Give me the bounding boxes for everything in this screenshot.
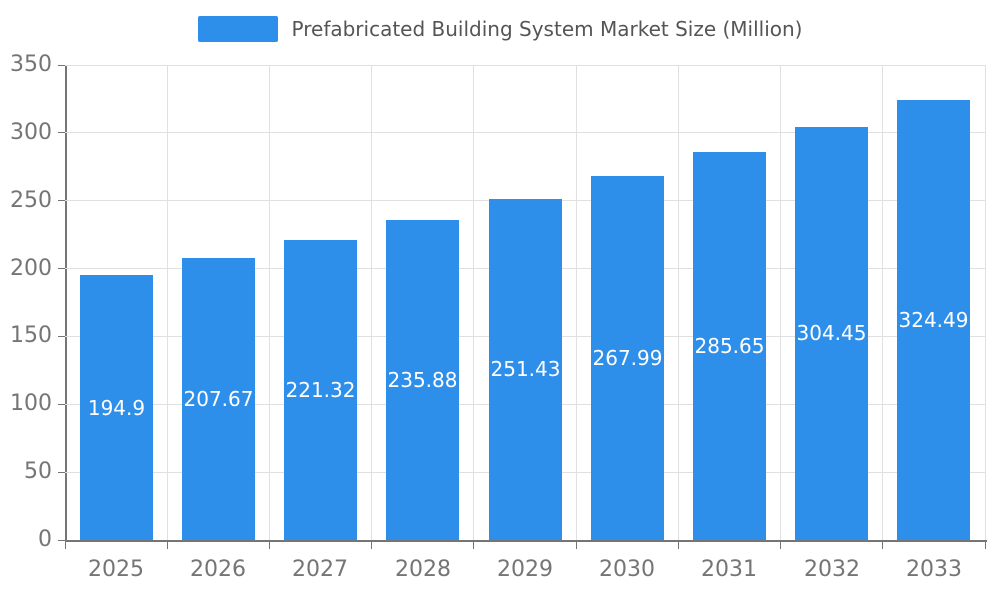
plot-area (65, 65, 987, 542)
y-axis-tick-label: 50 (24, 459, 52, 485)
x-axis-tick-label: 2026 (190, 557, 246, 582)
y-axis-tick-label: 150 (10, 323, 52, 349)
legend-label: Prefabricated Building System Market Siz… (291, 17, 803, 41)
y-axis-tick-label: 300 (10, 119, 52, 145)
x-axis-tick (268, 542, 270, 549)
x-axis-tick-label: 2027 (292, 557, 348, 582)
x-axis-tick (984, 542, 986, 549)
x-axis-tick (575, 542, 577, 549)
bar (80, 275, 153, 540)
x-axis-tick (166, 542, 168, 549)
y-axis-tick (58, 132, 65, 134)
v-gridline (473, 65, 475, 540)
v-gridline (575, 65, 577, 540)
bar (693, 152, 766, 540)
bar-value-label: 251.43 (490, 357, 561, 381)
bar-value-label: 285.65 (694, 334, 765, 358)
x-axis-tick (677, 542, 679, 549)
x-axis-tick-label: 2031 (701, 557, 757, 582)
y-axis-tick (58, 471, 65, 473)
bar (489, 199, 562, 540)
v-gridline (984, 65, 986, 540)
v-gridline (166, 65, 168, 540)
bar-value-label: 235.88 (387, 368, 458, 392)
x-axis-tick-label: 2030 (599, 557, 655, 582)
y-axis-tick-label: 100 (10, 391, 52, 417)
y-axis-tick (58, 335, 65, 337)
y-axis-tick-label: 250 (10, 187, 52, 213)
bar-value-label: 207.67 (183, 387, 254, 411)
bar-value-label: 221.32 (285, 378, 356, 402)
x-axis-tick (882, 542, 884, 549)
bar-value-label: 194.9 (87, 396, 146, 420)
x-axis-tick (371, 542, 373, 549)
v-gridline (371, 65, 373, 540)
y-axis-tick-label: 0 (38, 527, 52, 552)
bar (795, 127, 868, 540)
h-gridline (65, 132, 985, 134)
v-gridline (780, 65, 782, 540)
bar (182, 258, 255, 540)
y-axis-tick-label: 350 (10, 52, 52, 77)
bar (591, 176, 664, 540)
y-axis-tick (58, 200, 65, 202)
v-gridline (268, 65, 270, 540)
bar-value-label: 267.99 (592, 346, 663, 370)
x-axis-tick-label: 2033 (906, 557, 962, 582)
bar (897, 100, 970, 540)
bar (284, 240, 357, 540)
y-axis-tick-label: 200 (10, 255, 52, 281)
x-axis-tick (780, 542, 782, 549)
v-gridline (677, 65, 679, 540)
x-axis-tick (473, 542, 475, 549)
bar (386, 220, 459, 540)
x-axis-tick-label: 2028 (395, 557, 451, 582)
chart-legend: Prefabricated Building System Market Siz… (0, 16, 1000, 42)
x-axis-tick-label: 2032 (804, 557, 860, 582)
bar-value-label: 304.45 (796, 321, 867, 345)
h-gridline (65, 64, 985, 66)
bar-value-label: 324.49 (898, 308, 969, 332)
y-axis-tick (58, 403, 65, 405)
y-axis-tick (58, 64, 65, 66)
x-axis-tick-label: 2025 (88, 557, 144, 582)
y-axis-tick (58, 539, 65, 541)
x-axis-tick (64, 542, 66, 549)
x-axis-tick-label: 2029 (497, 557, 553, 582)
y-axis-tick (58, 268, 65, 270)
v-gridline (882, 65, 884, 540)
legend-swatch (197, 16, 278, 42)
